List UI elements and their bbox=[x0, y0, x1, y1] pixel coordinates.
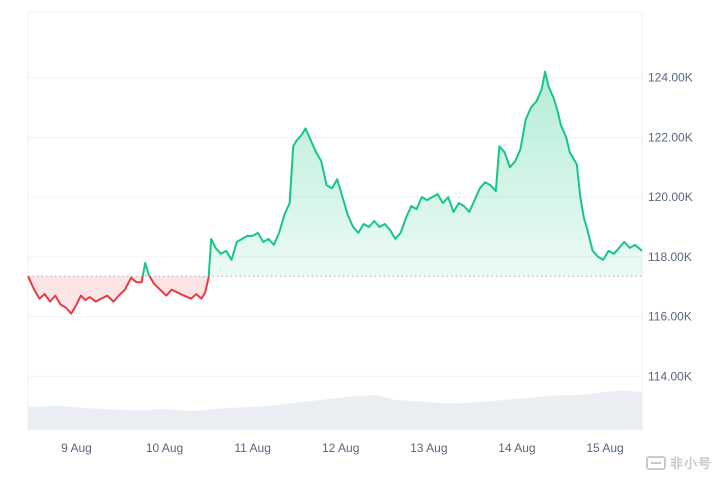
y-axis: 114.00K 116.00K 118.00K 120.00K 122.00K 124.0… bbox=[648, 71, 693, 384]
price-line-up bbox=[27, 70, 643, 277]
y-tick-label: 114.00K bbox=[648, 369, 692, 383]
x-tick-label: 10 Aug bbox=[146, 441, 183, 455]
y-tick-label: 120.00K bbox=[648, 190, 693, 204]
watermark-text: 非小号 bbox=[669, 457, 712, 472]
x-axis: 9 Aug 10 Aug 11 Aug 12 Aug 13 Aug 14 Aug 15 Au… bbox=[61, 441, 624, 455]
x-tick-label: 12 Aug bbox=[322, 441, 359, 455]
price-area bbox=[28, 71, 642, 314]
x-tick-label: 13 Aug bbox=[410, 441, 447, 455]
area-below-baseline bbox=[28, 276, 642, 314]
y-tick-label: 116.00K bbox=[648, 310, 692, 324]
area-above-baseline bbox=[28, 71, 642, 277]
y-tick-label: 118.00K bbox=[648, 250, 692, 264]
brand-logo-icon bbox=[645, 455, 666, 470]
price-line-down bbox=[27, 276, 210, 315]
x-tick-label: 11 Aug bbox=[234, 441, 270, 455]
y-tick-label: 124.00K bbox=[648, 71, 693, 85]
x-tick-label: 15 Aug bbox=[586, 441, 623, 455]
x-tick-label: 14 Aug bbox=[498, 441, 535, 455]
x-tick-label: 9 Aug bbox=[61, 441, 92, 455]
y-tick-label: 122.00K bbox=[648, 130, 693, 144]
volume-area bbox=[28, 390, 642, 430]
price-line bbox=[27, 70, 643, 315]
watermark: 非小号 bbox=[645, 453, 712, 472]
